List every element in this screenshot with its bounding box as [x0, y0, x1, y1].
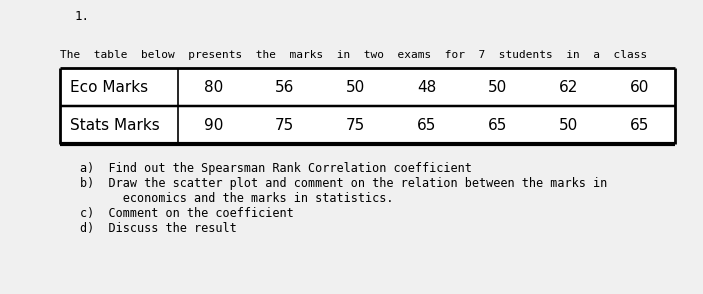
Text: 65: 65 — [417, 118, 436, 133]
Text: 60: 60 — [630, 79, 649, 94]
Text: 48: 48 — [417, 79, 436, 94]
Text: Eco Marks: Eco Marks — [70, 79, 148, 94]
Text: 80: 80 — [204, 79, 223, 94]
Text: 50: 50 — [488, 79, 507, 94]
Bar — [60, 68, 675, 144]
Text: Stats Marks: Stats Marks — [70, 118, 160, 133]
Text: 1.: 1. — [75, 10, 90, 23]
Text: 75: 75 — [346, 118, 365, 133]
Text: 50: 50 — [346, 79, 365, 94]
Text: 65: 65 — [488, 118, 507, 133]
Text: c)  Comment on the coefficient: c) Comment on the coefficient — [80, 207, 294, 220]
Text: 50: 50 — [559, 118, 578, 133]
Text: 75: 75 — [275, 118, 294, 133]
Text: a)  Find out the Spearsman Rank Correlation coefficient: a) Find out the Spearsman Rank Correlati… — [80, 162, 472, 175]
Text: d)  Discuss the result: d) Discuss the result — [80, 222, 237, 235]
Text: 62: 62 — [559, 79, 578, 94]
Text: 90: 90 — [204, 118, 223, 133]
Text: 56: 56 — [275, 79, 294, 94]
Text: 65: 65 — [630, 118, 649, 133]
Text: economics and the marks in statistics.: economics and the marks in statistics. — [80, 192, 394, 205]
Text: b)  Draw the scatter plot and comment on the relation between the marks in: b) Draw the scatter plot and comment on … — [80, 177, 607, 190]
Text: The  table  below  presents  the  marks  in  two  exams  for  7  students  in  a: The table below presents the marks in tw… — [60, 50, 647, 60]
